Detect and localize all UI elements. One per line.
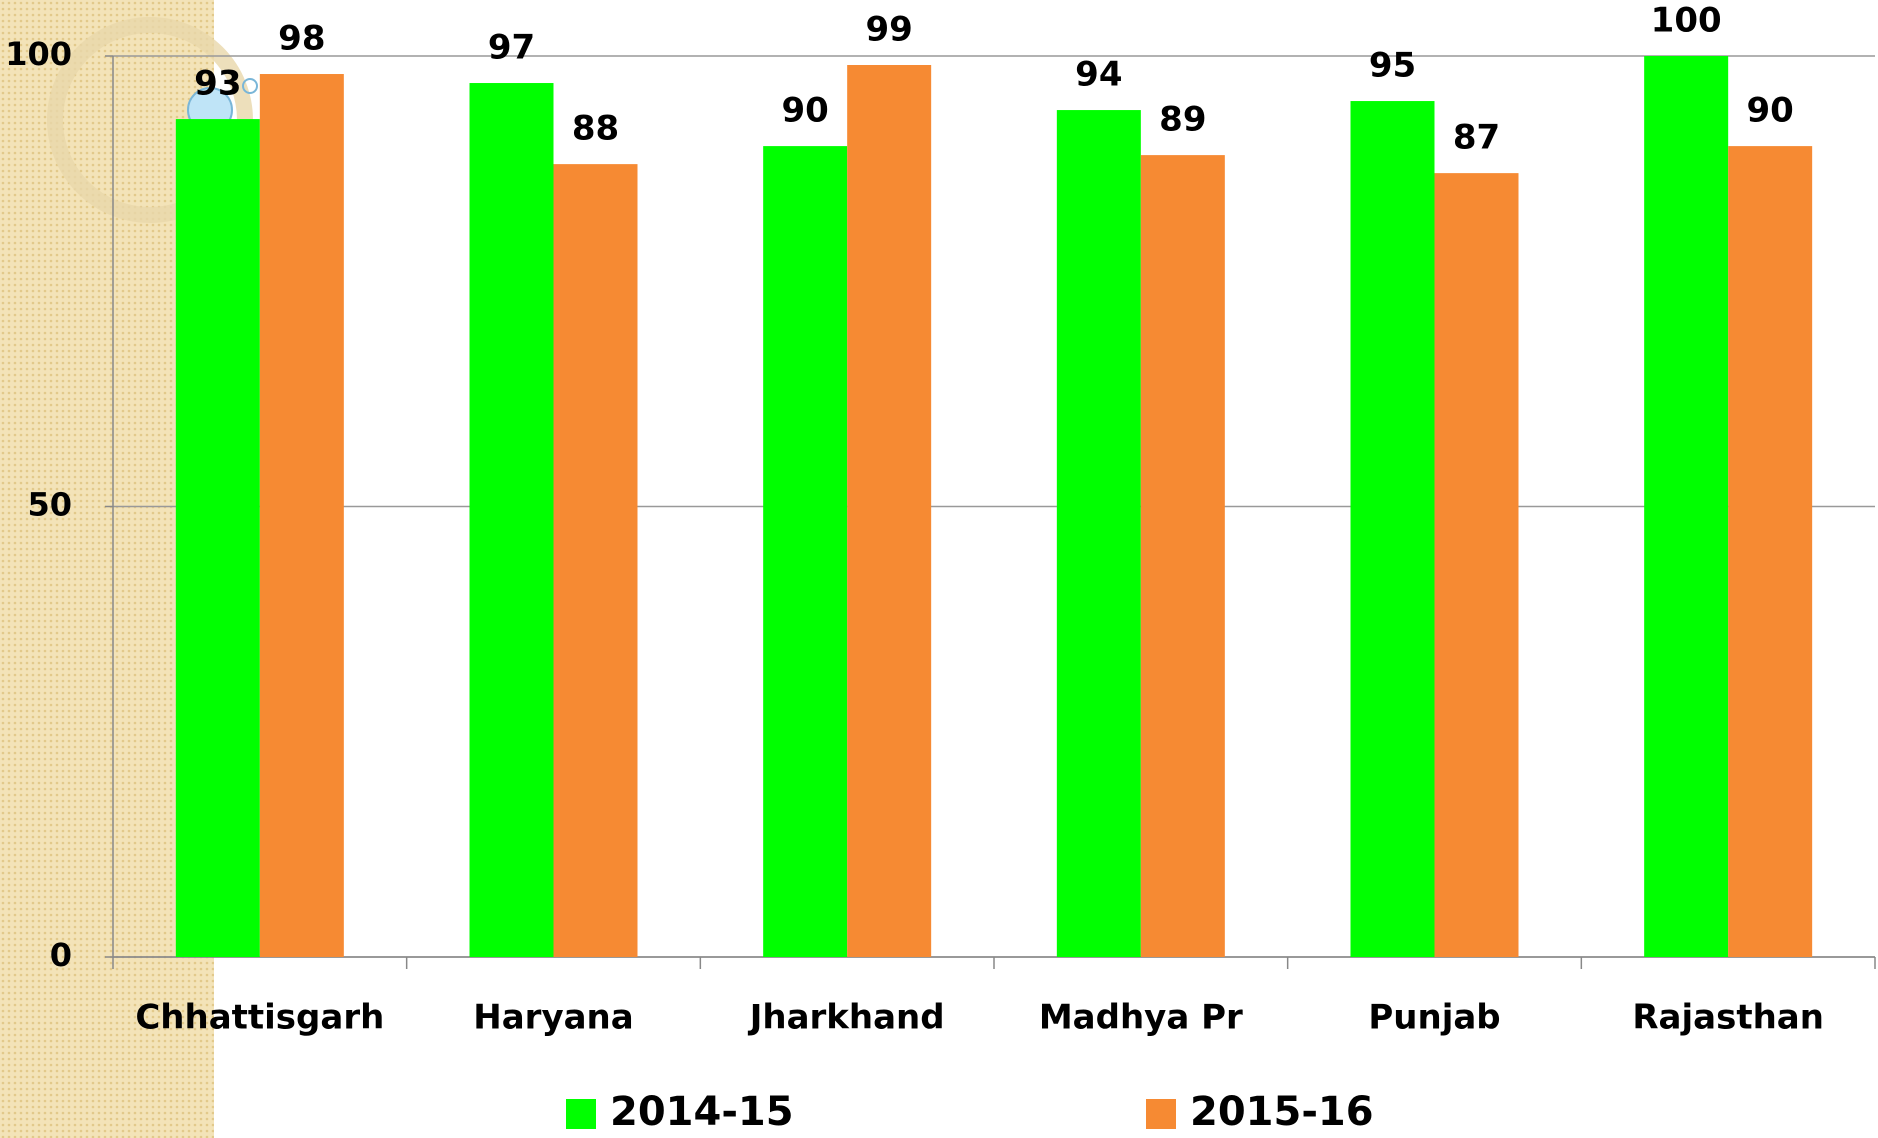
value-label: 90 — [782, 91, 829, 131]
value-label: 94 — [1075, 55, 1122, 95]
value-label: 98 — [278, 19, 325, 59]
plot: 0 50 100 Chhattisgarh 93 98 Haryana 97 88 Jharkha… — [5, 1, 1875, 1136]
legend-swatch — [566, 1099, 596, 1129]
legend-swatch — [1146, 1099, 1176, 1129]
bar — [847, 65, 931, 957]
x-tick-label: Madhya Pr — [1039, 998, 1243, 1038]
value-label: 90 — [1747, 91, 1794, 131]
value-label: 99 — [866, 10, 913, 50]
bar — [1644, 56, 1728, 957]
value-label: 87 — [1453, 118, 1500, 158]
bar — [1351, 101, 1435, 957]
x-tick-label: Punjab — [1368, 998, 1500, 1038]
bar — [763, 146, 847, 957]
bar — [176, 119, 260, 957]
x-tick-label: Jharkhand — [748, 998, 945, 1038]
legend-label: 2015-16 — [1190, 1089, 1374, 1135]
x-tick-label: Haryana — [473, 998, 633, 1038]
bar — [260, 74, 344, 957]
bar — [1435, 173, 1519, 957]
legend-label: 2014-15 — [610, 1089, 794, 1135]
bar — [1728, 146, 1812, 957]
bar — [470, 83, 554, 957]
value-label: 88 — [572, 109, 619, 149]
bar — [1141, 155, 1225, 957]
value-label: 89 — [1159, 100, 1206, 140]
y-tick-label: 50 — [27, 486, 72, 524]
value-label: 93 — [194, 64, 241, 104]
x-tick-label: Chhattisgarh — [135, 998, 384, 1038]
value-label: 100 — [1651, 1, 1722, 41]
x-tick-label: Rajasthan — [1632, 998, 1824, 1038]
bar — [554, 164, 638, 957]
y-tick-label: 100 — [5, 35, 72, 73]
bar — [1057, 110, 1141, 957]
y-tick-label: 0 — [50, 936, 72, 974]
value-label: 95 — [1369, 46, 1416, 86]
value-label: 97 — [488, 28, 535, 68]
chart: 0 50 100 Chhattisgarh 93 98 Haryana 97 88 Jharkha… — [0, 0, 1878, 1138]
